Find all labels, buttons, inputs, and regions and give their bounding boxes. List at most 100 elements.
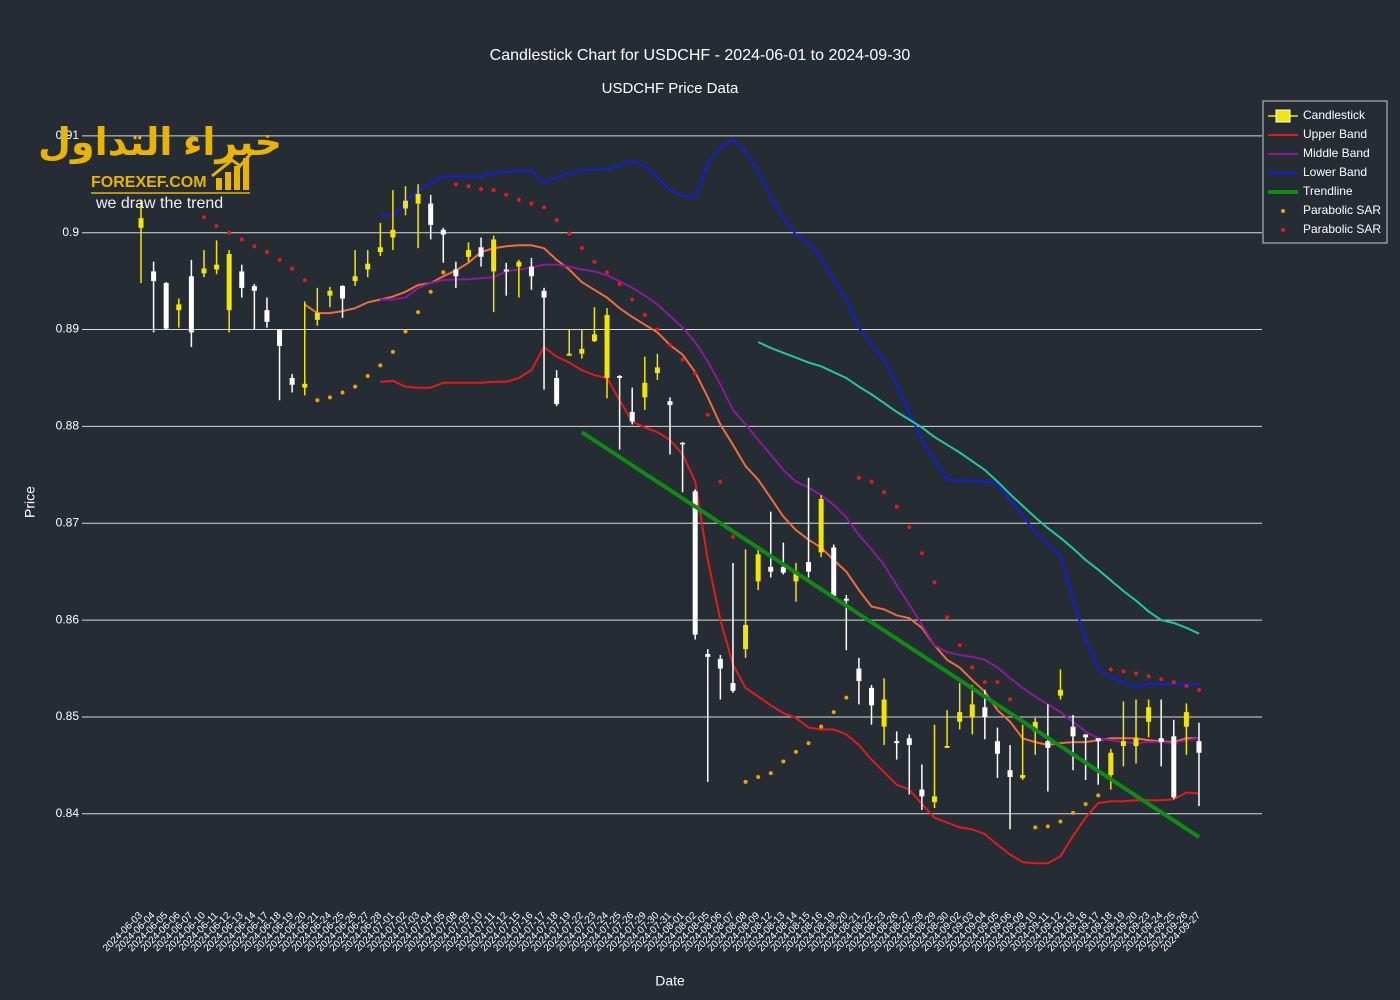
candle-body <box>277 329 283 347</box>
sar-point <box>1159 677 1164 682</box>
candle-body <box>516 261 522 267</box>
sar-point <box>1058 819 1063 824</box>
sar-point <box>730 534 735 539</box>
candle-body <box>667 401 673 406</box>
y-tick-label: 0.89 <box>56 322 80 336</box>
candle-body <box>327 290 333 296</box>
sar-point <box>1108 667 1113 672</box>
y-tick-label: 0.86 <box>56 612 80 626</box>
candle-body <box>579 348 585 354</box>
candle-body <box>982 707 988 717</box>
candle-body <box>856 668 862 682</box>
logo-bar <box>234 166 240 190</box>
candle-body <box>806 561 812 572</box>
candle-body <box>1045 741 1051 748</box>
candle-body <box>151 271 157 282</box>
sar-point <box>315 398 320 403</box>
y-tick-label: 0.85 <box>56 709 80 723</box>
logo-tagline: we draw the trend <box>95 195 223 212</box>
sar-point <box>1121 669 1126 674</box>
sar-point <box>1008 697 1013 702</box>
sar-point <box>479 187 484 192</box>
y-tick-label: 0.87 <box>56 515 80 529</box>
legend: Candlestick Upper Band Middle Band Lower Ba… <box>1262 100 1388 244</box>
candle-body <box>1133 738 1139 747</box>
candle-body <box>994 741 1000 754</box>
logo-bar <box>243 158 249 190</box>
candle-body <box>1158 738 1164 743</box>
sar-point <box>982 680 987 685</box>
candle-body <box>1032 721 1038 732</box>
chart-title: Candlestick Chart for USDCHF - 2024-06-0… <box>490 47 911 64</box>
candle-body <box>1083 734 1089 738</box>
candle-body <box>340 285 346 299</box>
y-tick-label: 0.91 <box>56 128 80 142</box>
sar-point <box>554 218 559 223</box>
candle-body <box>465 250 471 257</box>
legend-label: Parabolic SAR <box>1303 222 1381 236</box>
candle-body <box>365 263 371 270</box>
candle-body <box>176 304 182 311</box>
candle-body <box>138 218 144 228</box>
sar-point <box>642 313 647 318</box>
candle-body <box>402 200 408 209</box>
sar-point <box>264 250 269 255</box>
y-tick-label: 0.9 <box>62 225 79 239</box>
sar-point <box>579 246 584 251</box>
sar-point <box>995 680 1000 685</box>
sar-point <box>542 205 547 210</box>
sar-point <box>1045 824 1050 829</box>
line-series <box>380 345 1200 865</box>
logo-arabic: خبراء التداول <box>38 122 282 165</box>
candle-body <box>377 247 383 253</box>
sar-point <box>403 329 408 334</box>
candle-body <box>692 491 698 635</box>
sar-point <box>353 384 358 389</box>
sar-point <box>957 643 962 648</box>
candle-body <box>931 796 937 803</box>
candle-body <box>163 283 169 329</box>
candle-body <box>541 290 547 298</box>
sar-point <box>768 771 773 776</box>
candle-body <box>390 229 396 238</box>
candle-body <box>604 315 610 378</box>
sar-point <box>894 504 899 509</box>
candle-body <box>453 269 459 277</box>
candle-body <box>554 377 560 405</box>
sar-point <box>970 665 975 670</box>
sar-point <box>428 289 433 294</box>
sar-point <box>416 310 421 315</box>
sar-point <box>705 412 710 417</box>
legend-label: Middle Band <box>1303 146 1370 160</box>
y-tick-label: 0.88 <box>56 419 80 433</box>
candle-body <box>188 276 194 333</box>
sar-point <box>919 551 924 556</box>
sar-point <box>756 774 761 779</box>
candle-body <box>680 442 686 445</box>
sar-point <box>453 182 458 187</box>
candle-body <box>705 653 711 657</box>
sar-point <box>277 257 282 262</box>
sar-point <box>793 749 798 754</box>
logo-bar <box>225 172 231 190</box>
sar-point <box>1033 825 1038 830</box>
line-series <box>380 263 1200 745</box>
candle-body <box>617 376 623 378</box>
candle-body <box>226 253 232 311</box>
candle-body <box>831 547 837 596</box>
line-series <box>757 341 1200 635</box>
sar-point <box>617 282 622 287</box>
sar-point <box>302 278 307 283</box>
candle-body <box>251 285 257 291</box>
y-axis-label: Price <box>22 486 38 518</box>
candle-body <box>491 239 497 272</box>
candle-body <box>591 334 597 342</box>
candle-body <box>289 377 295 385</box>
sar-point <box>214 223 219 228</box>
sar-point <box>441 270 446 275</box>
sar-point <box>567 231 572 236</box>
candle-body <box>1120 741 1126 747</box>
sar-point <box>605 270 610 275</box>
candle-body <box>881 699 887 727</box>
logo: خبراء التداول FOREXEF.COM we draw the tr… <box>38 122 282 212</box>
